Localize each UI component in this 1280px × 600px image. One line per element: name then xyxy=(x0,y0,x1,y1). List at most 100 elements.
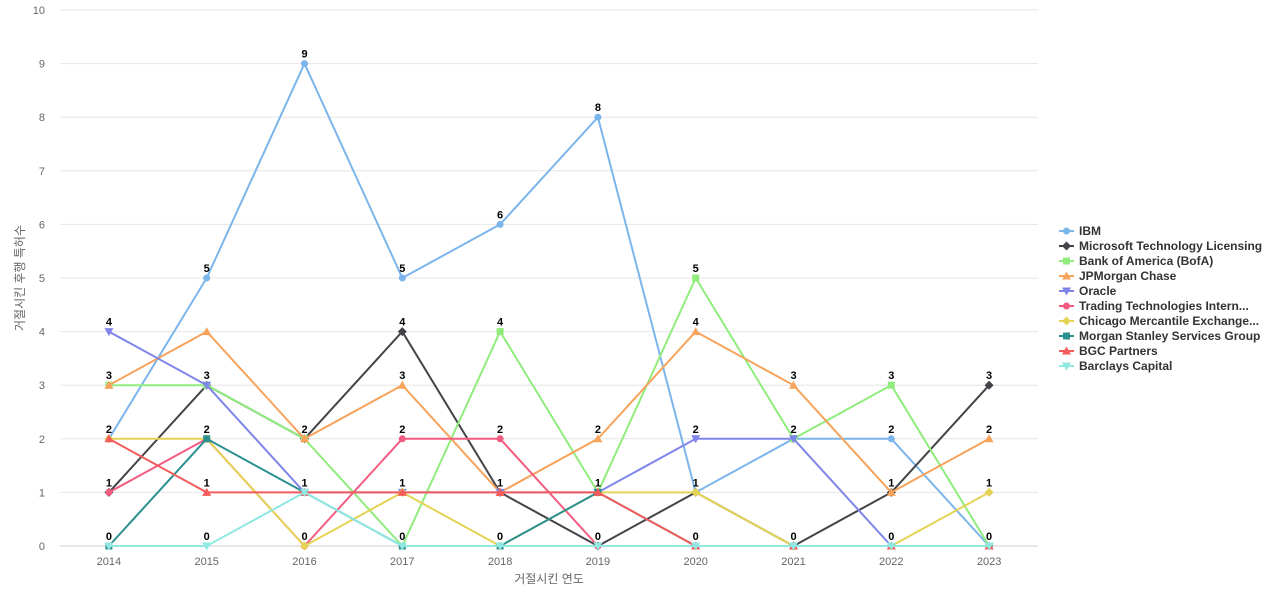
legend-item-ibm[interactable]: IBM xyxy=(1059,224,1101,238)
legend-item-chicago-mercantile-exchange[interactable]: Chicago Mercantile Exchange... xyxy=(1059,314,1259,328)
data-point-ibm[interactable] xyxy=(203,274,211,282)
data-point-jpmorgan-chase[interactable] xyxy=(104,380,114,389)
legend-marker xyxy=(1062,271,1071,280)
data-label: 8 xyxy=(595,102,601,114)
data-point-morgan-stanley-services-group[interactable] xyxy=(203,435,211,443)
legend-marker xyxy=(1062,316,1071,326)
data-label: 5 xyxy=(693,263,699,275)
data-label: 3 xyxy=(986,370,992,382)
y-tick-label: 3 xyxy=(39,380,45,392)
series-line-bank-of-america-bofa[interactable] xyxy=(108,277,990,547)
data-point-chicago-mercantile-exchange[interactable] xyxy=(984,487,994,497)
legend-item-barclays-capital[interactable]: Barclays Capital xyxy=(1059,359,1172,373)
data-point-barclays-capital[interactable] xyxy=(104,542,114,551)
series-lines xyxy=(104,60,994,551)
data-point-oracle[interactable] xyxy=(202,381,212,390)
legend-item-jpmorgan-chase[interactable]: JPMorgan Chase xyxy=(1059,269,1177,283)
data-point-bank-of-america-bofa[interactable] xyxy=(887,381,895,389)
data-point-barclays-capital[interactable] xyxy=(691,542,701,551)
data-label: 5 xyxy=(399,263,405,275)
data-point-barclays-capital[interactable] xyxy=(495,542,505,551)
data-point-jpmorgan-chase[interactable] xyxy=(984,434,994,443)
data-point-jpmorgan-chase[interactable] xyxy=(886,487,896,496)
data-point-trading-technologies-intern[interactable] xyxy=(398,435,406,443)
data-label: 1 xyxy=(106,477,112,489)
data-point-barclays-capital[interactable] xyxy=(789,542,798,551)
data-point-ibm[interactable] xyxy=(496,220,504,228)
data-label: 0 xyxy=(986,531,992,543)
x-tick-label: 2020 xyxy=(683,556,707,568)
data-point-trading-technologies-intern[interactable] xyxy=(105,488,113,496)
x-tick-label: 2014 xyxy=(97,556,121,568)
data-point-jpmorgan-chase[interactable] xyxy=(691,327,701,336)
legend-marker xyxy=(1063,302,1070,310)
series-bank-of-america-bofa xyxy=(105,274,993,550)
y-tick-label: 9 xyxy=(39,59,45,71)
data-point-jpmorgan-chase[interactable] xyxy=(789,380,798,389)
data-point-ibm[interactable] xyxy=(887,435,895,443)
data-point-chicago-mercantile-exchange[interactable] xyxy=(300,541,309,551)
legend-label: BGC Partners xyxy=(1079,344,1158,358)
data-point-trading-technologies-intern[interactable] xyxy=(496,435,504,443)
data-label: 3 xyxy=(790,370,796,382)
data-point-jpmorgan-chase[interactable] xyxy=(593,434,603,443)
data-point-oracle[interactable] xyxy=(104,328,114,337)
data-label: 0 xyxy=(399,531,405,543)
x-tick-label: 2016 xyxy=(292,556,316,568)
data-label: 9 xyxy=(301,49,307,61)
y-tick-label: 0 xyxy=(39,541,45,553)
data-point-barclays-capital[interactable] xyxy=(202,542,212,551)
legend-marker xyxy=(1063,332,1070,340)
data-point-bgc-partners[interactable] xyxy=(593,487,603,496)
series-line-barclays-capital[interactable] xyxy=(108,491,990,547)
legend-marker xyxy=(1062,241,1071,251)
data-point-bgc-partners[interactable] xyxy=(202,487,212,496)
data-label: 1 xyxy=(301,477,307,489)
data-point-barclays-capital[interactable] xyxy=(886,542,896,551)
data-point-bgc-partners[interactable] xyxy=(495,487,505,496)
data-label: 3 xyxy=(106,370,112,382)
y-tick-label: 10 xyxy=(33,5,45,17)
data-point-jpmorgan-chase[interactable] xyxy=(300,434,309,443)
data-point-jpmorgan-chase[interactable] xyxy=(397,380,407,389)
data-label: 2 xyxy=(497,424,503,436)
legend-label: Oracle xyxy=(1079,284,1117,298)
data-point-barclays-capital[interactable] xyxy=(397,542,407,551)
data-point-barclays-capital[interactable] xyxy=(593,542,603,551)
legend-item-bank-of-america-bofa[interactable]: Bank of America (BofA) xyxy=(1059,254,1213,268)
data-point-barclays-capital[interactable] xyxy=(300,488,309,497)
legend-label: JPMorgan Chase xyxy=(1079,269,1177,283)
data-point-microsoft-technology-licensing[interactable] xyxy=(397,327,407,337)
data-point-bank-of-america-bofa[interactable] xyxy=(496,328,504,336)
x-tick-label: 2015 xyxy=(194,556,218,568)
data-point-bgc-partners[interactable] xyxy=(397,487,407,496)
y-tick-label: 6 xyxy=(39,219,45,231)
data-point-bank-of-america-bofa[interactable] xyxy=(692,274,700,282)
data-label: 0 xyxy=(204,531,210,543)
legend-item-trading-technologies-intern[interactable]: Trading Technologies Intern... xyxy=(1059,299,1249,313)
x-tick-label: 2017 xyxy=(390,556,414,568)
series-line-jpmorgan-chase[interactable] xyxy=(108,330,990,494)
data-point-oracle[interactable] xyxy=(789,435,798,444)
legend-item-bgc-partners[interactable]: BGC Partners xyxy=(1059,344,1158,358)
legend-marker xyxy=(1063,257,1070,265)
data-label: 1 xyxy=(986,477,992,489)
legend-label: Bank of America (BofA) xyxy=(1079,254,1213,268)
series-line-ibm[interactable] xyxy=(108,62,990,547)
data-point-ibm[interactable] xyxy=(594,113,602,121)
data-point-jpmorgan-chase[interactable] xyxy=(202,327,212,336)
y-tick-label: 8 xyxy=(39,112,45,124)
data-point-microsoft-technology-licensing[interactable] xyxy=(984,380,994,390)
data-point-bgc-partners[interactable] xyxy=(104,434,114,443)
data-point-oracle[interactable] xyxy=(691,435,701,444)
legend-item-microsoft-technology-licensing[interactable]: Microsoft Technology Licensing xyxy=(1059,239,1262,253)
data-point-ibm[interactable] xyxy=(398,274,406,282)
data-point-ibm[interactable] xyxy=(301,60,308,68)
data-label: 2 xyxy=(301,424,307,436)
legend-item-morgan-stanley-services-group[interactable]: Morgan Stanley Services Group xyxy=(1059,329,1260,343)
legend-item-oracle[interactable]: Oracle xyxy=(1059,284,1117,298)
data-point-barclays-capital[interactable] xyxy=(984,542,994,551)
legend-marker xyxy=(1062,287,1071,296)
data-point-chicago-mercantile-exchange[interactable] xyxy=(691,487,701,497)
data-label: 1 xyxy=(399,477,405,489)
